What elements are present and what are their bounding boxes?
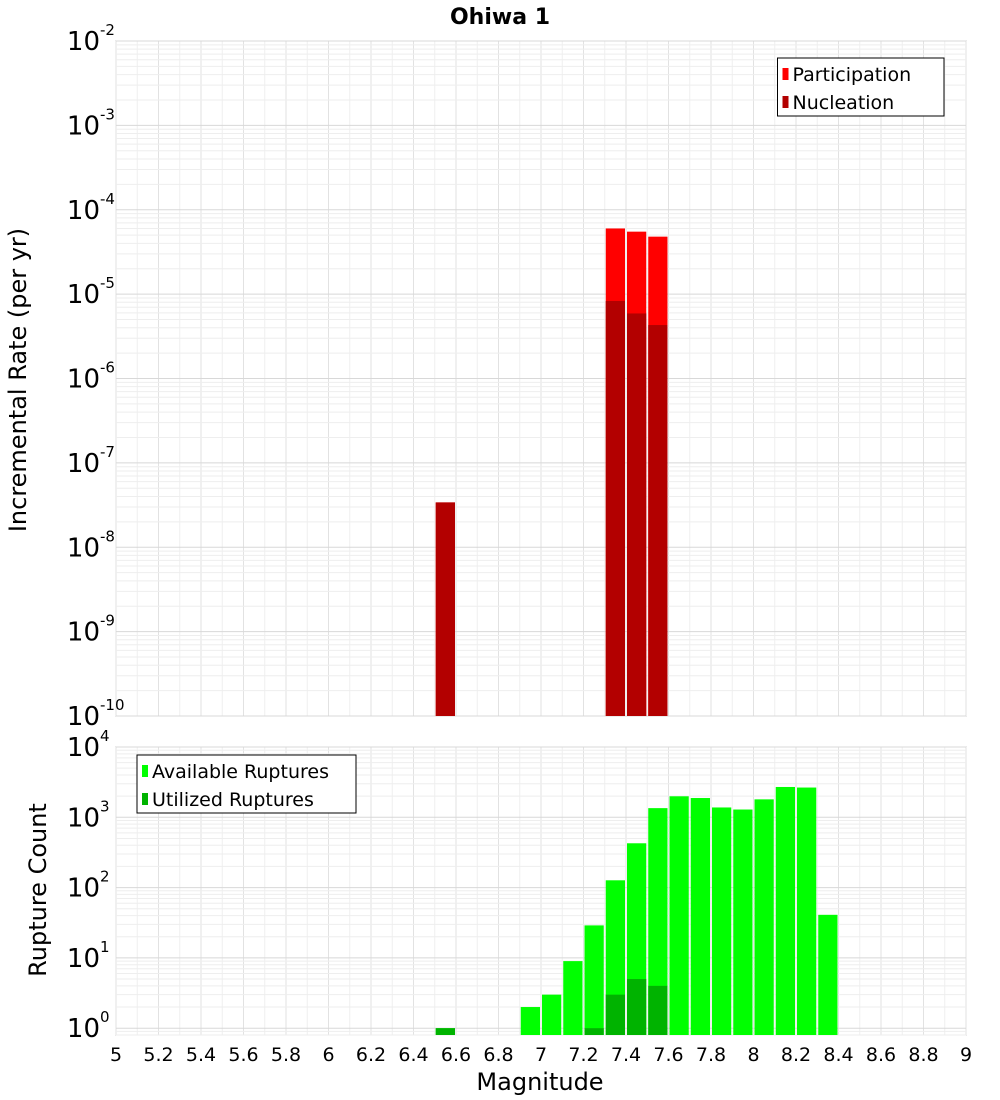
bar-nucleation bbox=[435, 502, 455, 716]
x-tick-label: 8.4 bbox=[823, 1044, 853, 1066]
x-tick-label: 7.4 bbox=[611, 1044, 641, 1066]
y-tick-exponent: -6 bbox=[100, 359, 115, 377]
x-tick-label: 7.2 bbox=[568, 1044, 598, 1066]
y-tick-exponent: -8 bbox=[100, 527, 115, 545]
x-tick-label: 6.8 bbox=[483, 1044, 513, 1066]
y-tick-exponent: -9 bbox=[100, 612, 115, 630]
rate-plot-legend: Participation Nucleation bbox=[777, 57, 945, 117]
rate-y-axis-label: Incremental Rate (per yr) bbox=[4, 228, 32, 532]
y-tick-exponent: 1 bbox=[100, 938, 110, 956]
bar-available-ruptures bbox=[712, 807, 732, 1035]
x-tick-label: 8.8 bbox=[908, 1044, 938, 1066]
y-tick-label: 10 bbox=[67, 803, 100, 833]
bar-utilized-ruptures bbox=[648, 985, 668, 1035]
legend-label: Available Ruptures bbox=[152, 761, 329, 783]
y-tick-label: 10 bbox=[67, 533, 100, 563]
legend-label: Utilized Ruptures bbox=[152, 789, 314, 811]
bar-available-ruptures bbox=[669, 796, 689, 1035]
y-tick-exponent: -5 bbox=[100, 274, 115, 292]
y-tick-label: 10 bbox=[67, 449, 100, 479]
y-tick-exponent: -3 bbox=[100, 105, 115, 123]
bar-available-ruptures bbox=[775, 786, 795, 1035]
bar-available-ruptures bbox=[818, 914, 838, 1035]
y-tick-label: 10 bbox=[67, 733, 100, 763]
y-tick-label: 10 bbox=[67, 27, 100, 57]
y-tick-label: 10 bbox=[67, 1014, 100, 1044]
count-plot-bars bbox=[435, 786, 838, 1035]
y-tick-exponent: 2 bbox=[100, 868, 110, 886]
x-axis-label: Magnitude bbox=[476, 1068, 603, 1096]
y-tick-exponent: 4 bbox=[100, 727, 110, 745]
count-plot-grid bbox=[115, 746, 967, 1036]
rate-plot-grid bbox=[115, 40, 967, 717]
x-tick-label: 5.6 bbox=[228, 1044, 258, 1066]
legend-box bbox=[136, 754, 357, 814]
bar-available-ruptures bbox=[733, 809, 753, 1035]
bar-available-ruptures bbox=[797, 787, 817, 1035]
bar-nucleation bbox=[627, 313, 647, 716]
y-tick-label: 10 bbox=[67, 702, 100, 732]
y-tick-label: 10 bbox=[67, 944, 100, 974]
legend-box bbox=[777, 57, 945, 117]
x-tick-label: 5.2 bbox=[143, 1044, 173, 1066]
x-tick-label: 6.2 bbox=[356, 1044, 386, 1066]
y-tick-exponent: -4 bbox=[100, 190, 115, 208]
x-tick-label: 6.4 bbox=[398, 1044, 428, 1066]
y-tick-label: 10 bbox=[67, 280, 100, 310]
count-plot-legend: Available Ruptures Utilized Ruptures bbox=[136, 754, 357, 814]
y-tick-label: 10 bbox=[67, 618, 100, 648]
x-tick-label: 8.2 bbox=[781, 1044, 811, 1066]
bar-nucleation bbox=[648, 325, 668, 716]
x-tick-label: 8 bbox=[747, 1044, 759, 1066]
bar-utilized-ruptures bbox=[435, 1028, 455, 1035]
bar-available-ruptures bbox=[690, 798, 710, 1035]
x-tick-label: 5.4 bbox=[186, 1044, 216, 1066]
x-tick-label: 9 bbox=[960, 1044, 972, 1066]
x-tick-label: 8.6 bbox=[866, 1044, 896, 1066]
x-tick-label: 7.6 bbox=[653, 1044, 683, 1066]
x-tick-label: 6.6 bbox=[441, 1044, 471, 1066]
y-tick-label: 10 bbox=[67, 365, 100, 395]
rate-plot-bars bbox=[435, 228, 668, 716]
bar-available-ruptures bbox=[520, 1007, 540, 1035]
bar-nucleation bbox=[605, 300, 625, 716]
x-tick-label: 5.8 bbox=[271, 1044, 301, 1066]
y-tick-exponent: -10 bbox=[100, 696, 125, 714]
y-tick-label: 10 bbox=[67, 111, 100, 141]
y-tick-exponent: -2 bbox=[100, 21, 115, 39]
bar-utilized-ruptures bbox=[627, 979, 647, 1035]
legend-swatch bbox=[782, 96, 789, 108]
y-tick-label: 10 bbox=[67, 874, 100, 904]
bar-utilized-ruptures bbox=[584, 1028, 604, 1035]
y-tick-exponent: 0 bbox=[100, 1008, 110, 1026]
x-tick-label: 6 bbox=[322, 1044, 334, 1066]
count-y-axis-label: Rupture Count bbox=[24, 803, 52, 977]
legend-swatch bbox=[142, 765, 148, 777]
bar-available-ruptures bbox=[584, 925, 604, 1035]
bar-utilized-ruptures bbox=[605, 994, 625, 1035]
x-tick-label: 7 bbox=[535, 1044, 547, 1066]
x-tick-label: 5 bbox=[110, 1044, 122, 1066]
chart-title: Ohiwa 1 bbox=[450, 5, 550, 30]
bar-available-ruptures bbox=[754, 799, 774, 1035]
x-ticks: 5 5.2 5.4 5.6 5.8 6 6.2 6.4 6.6 6.8 7 7.2 7.4 7.6 7.8 8… bbox=[110, 1044, 972, 1066]
legend-swatch bbox=[142, 793, 148, 805]
legend-swatch bbox=[782, 68, 789, 80]
legend-label: Nucleation bbox=[793, 92, 895, 114]
legend-label: Participation bbox=[793, 64, 912, 86]
y-tick-label: 10 bbox=[67, 196, 100, 226]
y-tick-exponent: 3 bbox=[100, 797, 110, 815]
bar-available-ruptures bbox=[563, 961, 583, 1035]
bar-available-ruptures bbox=[542, 994, 562, 1035]
y-tick-exponent: -7 bbox=[100, 443, 115, 461]
bar-available-ruptures bbox=[648, 808, 668, 1035]
x-tick-label: 7.8 bbox=[696, 1044, 726, 1066]
